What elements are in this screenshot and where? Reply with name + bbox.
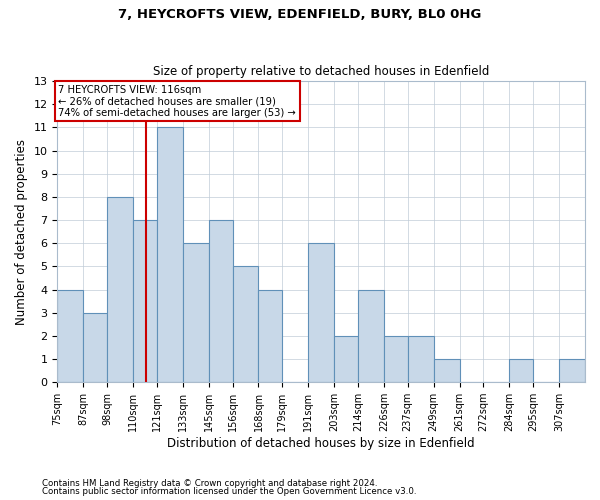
Title: Size of property relative to detached houses in Edenfield: Size of property relative to detached ho… — [153, 66, 490, 78]
Bar — [183, 243, 209, 382]
Bar — [384, 336, 407, 382]
Bar — [308, 243, 334, 382]
Bar — [259, 290, 282, 382]
Text: Contains public sector information licensed under the Open Government Licence v3: Contains public sector information licen… — [42, 487, 416, 496]
Bar — [157, 128, 183, 382]
Bar — [83, 312, 107, 382]
Text: 7, HEYCROFTS VIEW, EDENFIELD, BURY, BL0 0HG: 7, HEYCROFTS VIEW, EDENFIELD, BURY, BL0 … — [118, 8, 482, 20]
Bar — [559, 359, 585, 382]
Text: 7 HEYCROFTS VIEW: 116sqm
← 26% of detached houses are smaller (19)
74% of semi-d: 7 HEYCROFTS VIEW: 116sqm ← 26% of detach… — [58, 84, 296, 117]
Bar — [133, 220, 157, 382]
Y-axis label: Number of detached properties: Number of detached properties — [15, 138, 28, 324]
Bar — [509, 359, 533, 382]
Bar — [434, 359, 460, 382]
Bar — [58, 290, 83, 382]
Bar — [358, 290, 384, 382]
Text: Contains HM Land Registry data © Crown copyright and database right 2024.: Contains HM Land Registry data © Crown c… — [42, 478, 377, 488]
Bar — [107, 197, 133, 382]
Bar — [233, 266, 259, 382]
Bar — [407, 336, 434, 382]
Bar — [334, 336, 358, 382]
Bar — [209, 220, 233, 382]
X-axis label: Distribution of detached houses by size in Edenfield: Distribution of detached houses by size … — [167, 437, 475, 450]
